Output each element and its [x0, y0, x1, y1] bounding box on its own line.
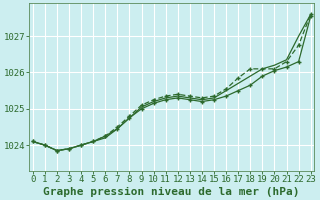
- X-axis label: Graphe pression niveau de la mer (hPa): Graphe pression niveau de la mer (hPa): [44, 186, 300, 197]
